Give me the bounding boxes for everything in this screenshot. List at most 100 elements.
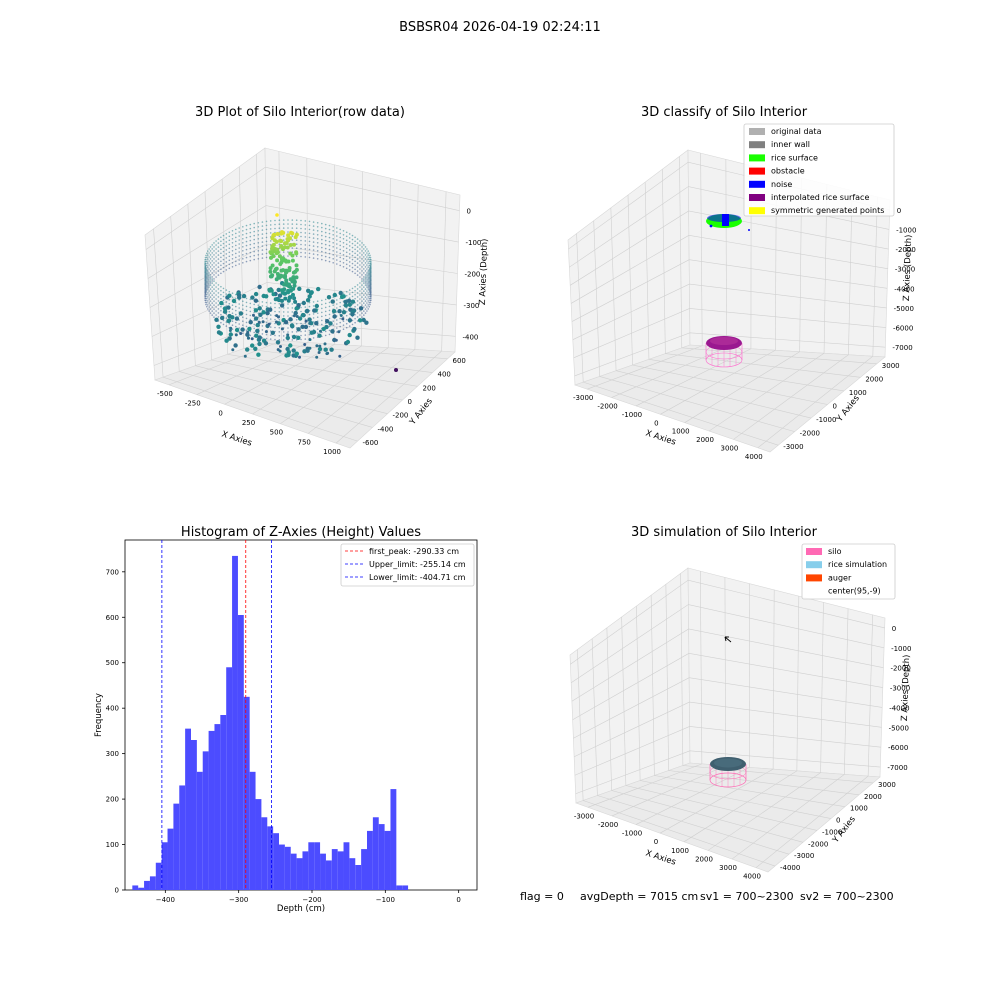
floor-point xyxy=(355,335,360,340)
wall-point xyxy=(253,222,255,225)
wall-point xyxy=(321,242,323,245)
wall-point xyxy=(249,318,252,321)
wall-point xyxy=(225,237,228,239)
grid-line xyxy=(572,652,883,721)
wall-point xyxy=(308,256,311,259)
reference-lines xyxy=(161,540,272,890)
wall-point xyxy=(328,329,331,332)
wall-point xyxy=(300,255,302,258)
histogram-bar xyxy=(261,817,268,890)
wall-point xyxy=(204,299,206,302)
wall-point xyxy=(287,315,289,317)
wall-point xyxy=(282,335,285,337)
floor-point xyxy=(257,341,262,347)
histogram-bar xyxy=(255,799,262,890)
wall-point xyxy=(332,250,335,252)
wall-point xyxy=(211,280,213,282)
wall-point xyxy=(274,318,276,321)
scatter-point xyxy=(325,352,329,356)
floor-point xyxy=(275,340,281,345)
wall-point xyxy=(339,317,342,320)
floor-point xyxy=(222,309,228,314)
wall-point xyxy=(328,309,331,312)
floor-point xyxy=(289,323,295,328)
wall-point xyxy=(222,291,225,294)
wall-point xyxy=(206,293,208,296)
sv1-text: sv1 = 700~2300 xyxy=(700,890,794,903)
wall-point xyxy=(363,264,365,266)
floor-point xyxy=(305,348,310,353)
wall-point xyxy=(207,308,209,310)
peak-point xyxy=(287,282,291,287)
wall-point xyxy=(295,239,298,241)
wall-point xyxy=(351,258,354,261)
legend-label: auger xyxy=(828,573,852,582)
scatter-point xyxy=(334,338,338,342)
wall-point xyxy=(308,220,311,223)
wall-point xyxy=(225,317,228,319)
peak-point xyxy=(268,269,273,274)
wall-point xyxy=(238,331,240,333)
wall-point xyxy=(348,269,351,271)
z-tick-label: -7000 xyxy=(887,764,907,772)
wall-point xyxy=(269,338,272,340)
wall-point xyxy=(282,239,285,241)
wall-point xyxy=(205,290,207,293)
wall-point xyxy=(356,254,359,256)
wall-point xyxy=(265,236,268,239)
wall-point xyxy=(220,313,222,316)
z-tick-label: -5000 xyxy=(894,305,914,313)
grid-line xyxy=(654,775,846,807)
wall-point xyxy=(332,246,335,248)
histogram-bar xyxy=(384,830,391,890)
wall-point xyxy=(209,274,212,276)
sv2-text: sv2 = 700~2300 xyxy=(800,890,894,903)
y-tick-label: 0 xyxy=(115,887,119,895)
wall-point xyxy=(364,274,367,276)
x-tick-label: -1000 xyxy=(622,411,642,419)
outlier-point xyxy=(394,368,398,372)
floor-pane xyxy=(154,339,456,449)
wall-point xyxy=(348,237,351,239)
wall-point xyxy=(359,244,361,246)
wall-point xyxy=(351,242,354,245)
wall-point xyxy=(249,231,252,234)
wall-point xyxy=(304,322,307,324)
wall-point xyxy=(321,299,323,302)
floor-pane xyxy=(575,762,881,873)
wall-point xyxy=(366,248,368,250)
wall-point xyxy=(235,313,237,316)
z-tick-label: -3000 xyxy=(895,266,915,274)
wall-point xyxy=(225,257,228,259)
wall-point xyxy=(332,258,335,260)
wall-point xyxy=(364,262,367,264)
x-tick-label: 1000 xyxy=(323,448,341,456)
wall-point xyxy=(208,252,210,254)
y-tick-label: 600 xyxy=(106,614,119,622)
wall-point xyxy=(370,283,372,285)
y-tick-label: 700 xyxy=(106,568,119,576)
wall-point xyxy=(369,303,371,306)
wall-point xyxy=(359,272,361,274)
wall-point xyxy=(304,252,307,254)
wall-point xyxy=(238,231,240,233)
grid-line xyxy=(867,614,873,777)
floor-point xyxy=(250,343,255,348)
wall-point xyxy=(359,298,361,300)
wall-point xyxy=(278,219,281,221)
wall-point xyxy=(261,257,264,259)
floor-point xyxy=(253,346,258,351)
wall-point xyxy=(269,240,272,242)
wall-point xyxy=(261,325,264,327)
x-tick-label: 3000 xyxy=(721,444,739,452)
wall-point xyxy=(265,305,268,308)
y-tick-label: -4000 xyxy=(780,864,800,872)
y-tick-label: 0 xyxy=(833,403,837,411)
wall-point xyxy=(278,327,281,329)
y-tick-label: -1000 xyxy=(816,416,836,424)
wall-point xyxy=(245,309,248,312)
wall-point xyxy=(249,251,252,254)
wall-point xyxy=(291,223,294,225)
x-tick-label: 750 xyxy=(298,438,311,446)
wall-point xyxy=(211,252,213,254)
